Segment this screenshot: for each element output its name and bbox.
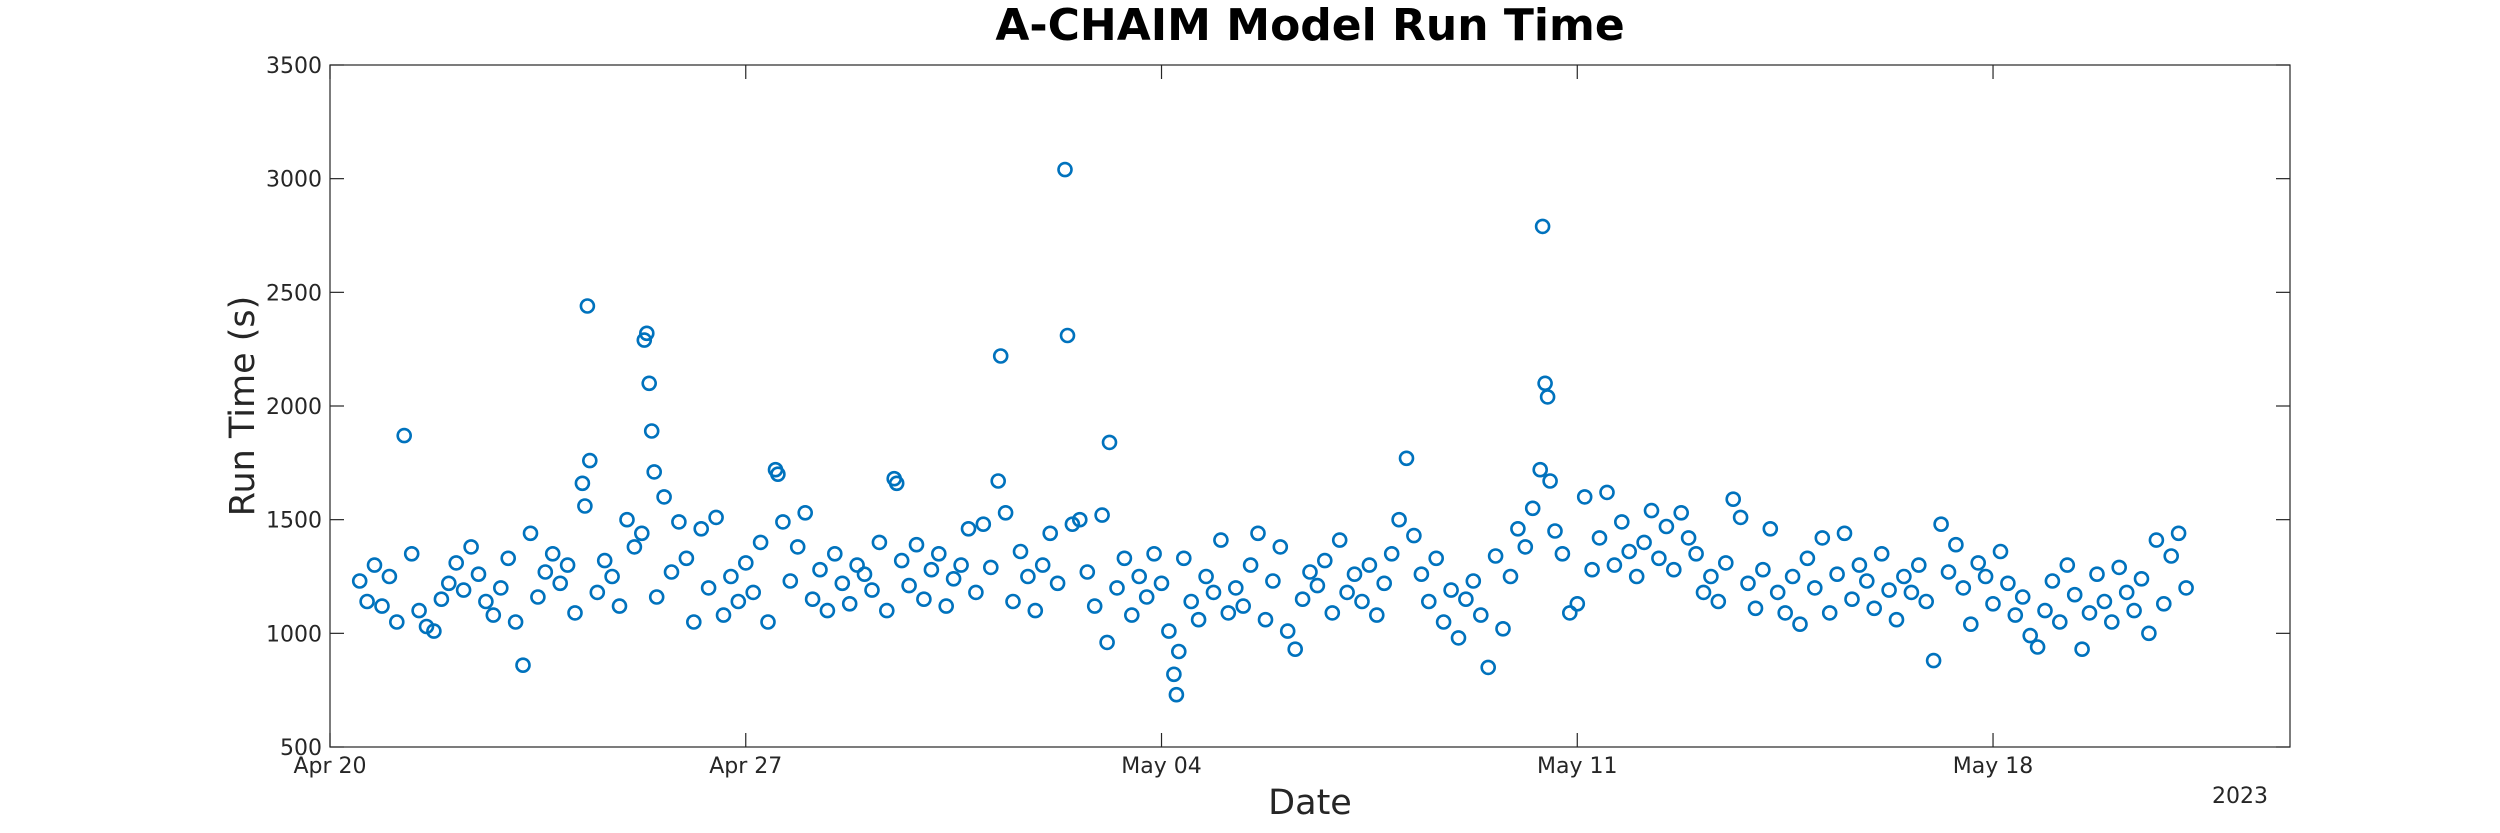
y-tick-label: 1000 [266, 622, 322, 647]
y-tick-label: 2500 [266, 281, 322, 306]
x-tick-label: Apr 27 [709, 754, 782, 779]
y-tick-label: 1500 [266, 509, 322, 534]
x-tick-label: May 11 [1537, 754, 1617, 779]
y-tick-label: 3000 [266, 168, 322, 193]
x-tick-label: May 04 [1121, 754, 1201, 779]
y-tick-label: 3500 [266, 54, 322, 79]
x-tick-label: Apr 20 [293, 754, 366, 779]
chart-title: A-CHAIM Model Run Time [995, 0, 1624, 51]
y-tick-label: 2000 [266, 395, 322, 420]
x-axis-title: Date [1268, 783, 1352, 823]
x-axis-year-label: 2023 [2212, 784, 2268, 809]
y-axis-title: Run Time (s) [223, 296, 263, 517]
x-tick-label: May 18 [1953, 754, 2033, 779]
